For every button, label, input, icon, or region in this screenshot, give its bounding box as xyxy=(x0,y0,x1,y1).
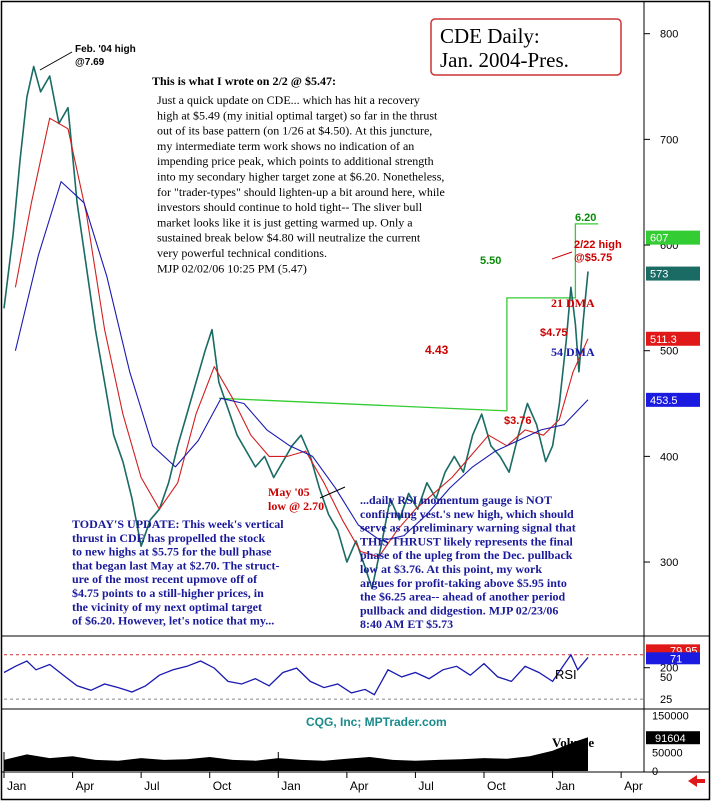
volume-area xyxy=(4,737,588,771)
price-badge xyxy=(646,266,700,281)
dma21-label: 21 DMA xyxy=(551,296,595,310)
rsi-tick-label: 50 xyxy=(660,672,672,684)
neckline-443-label: 4.43 xyxy=(425,343,449,357)
series-line-cde xyxy=(3,65,589,590)
feb22-high-label-2: @$5.75 xyxy=(574,252,612,264)
year-label: 2004 xyxy=(6,759,30,771)
dma54-label: 54 DMA xyxy=(551,345,595,359)
target-620-label: 6.20 xyxy=(575,212,596,224)
commentary-line: thrust in CDE has propelled the stock xyxy=(72,531,265,545)
price-badge-label: 511.3 xyxy=(650,334,677,346)
commentary-line: out of its base pattern (on 1/26 at $4.5… xyxy=(157,124,432,138)
price-badge-label: 607 xyxy=(650,233,668,245)
volume-tick-label: 50000 xyxy=(652,748,683,760)
price-tick-label: 800 xyxy=(660,29,678,41)
volume-badge xyxy=(646,731,700,745)
rsi-label: RSI xyxy=(555,667,577,682)
commentary-top-heading: This is what I wrote on 2/2 @ $5.47: xyxy=(152,74,336,88)
rsi-badge xyxy=(646,652,700,665)
commentary-line: TODAY'S UPDATE: This week's vertical xyxy=(72,517,284,531)
may-low-pointer xyxy=(319,486,346,499)
commentary-line: 8:40 AM ET $5.73 xyxy=(360,617,453,631)
low-376-label: $3.76 xyxy=(504,415,532,427)
feb-high-label-2: @7.69 xyxy=(75,57,105,68)
year-label: 2006 xyxy=(555,759,579,771)
may-low-label-1: May '05 xyxy=(268,485,310,499)
commentary-line: investors should continue to hold tight-… xyxy=(157,200,423,214)
month-label: Apr xyxy=(76,779,95,793)
month-label: Jan xyxy=(281,779,300,793)
rsi-tick-label: 25 xyxy=(660,694,672,706)
volume-tick-label: 0 xyxy=(652,766,658,778)
commentary-line: very powerful technical conditions. xyxy=(157,246,327,260)
may-low-label-2: low @ 2.70 xyxy=(268,499,324,513)
year-label: 2005 xyxy=(280,759,304,771)
feb-high-label-1: Feb. '04 high xyxy=(75,44,136,55)
volume-tick-label: 150000 xyxy=(652,711,689,723)
arrow-left-icon xyxy=(688,775,705,787)
commentary-line: market looks like it is just getting war… xyxy=(157,215,413,229)
commentary-line: THIS THRUST likely represents the final xyxy=(360,534,573,548)
price-badge xyxy=(646,331,700,346)
commentary-line: the vicinity of my next optimal target xyxy=(72,600,262,614)
commentary-line: $4.75 points to a still-higher prices, i… xyxy=(72,586,264,600)
feb-high-pointer xyxy=(39,51,73,71)
price-badge-label: 573 xyxy=(650,269,668,281)
series-line-21-dma xyxy=(14,117,589,558)
month-label: Oct xyxy=(213,779,232,793)
series-line-54-dma xyxy=(14,181,589,542)
commentary-line: MJP 02/02/06 10:25 PM (5.47) xyxy=(157,261,307,275)
commentary-line: my intermediate term work shows no indic… xyxy=(157,139,414,153)
price-tick-label: 400 xyxy=(660,451,678,463)
commentary-line: Just a quick update on CDE... which has … xyxy=(157,93,420,107)
commentary-line: to new highs at $5.75 for the bull phase xyxy=(72,545,272,559)
neckline-line xyxy=(218,397,507,412)
price-tick-label: 700 xyxy=(660,134,678,146)
volume-badge-label: 91604 xyxy=(655,733,686,745)
target-path-line xyxy=(506,223,599,411)
commentary-line: the $6.25 area-- ahead of another period xyxy=(360,590,566,604)
price-tick-label: 500 xyxy=(660,346,678,358)
price-tick-label: 300 xyxy=(660,557,678,569)
commentary-line: ...daily RSI momentum gauge is NOT xyxy=(360,493,552,507)
commentary-line: confirming yest.'s new high, which shoul… xyxy=(360,507,574,521)
volume-label: Volume xyxy=(552,735,594,750)
price-badge xyxy=(646,230,700,245)
month-label: Jan xyxy=(7,779,26,793)
commentary-line: high at $5.49 (my initial optimal target… xyxy=(157,108,438,122)
commentary-line: serve as a preliminary warning signal th… xyxy=(360,521,576,535)
commentary-line: that began last May at $2.70. The struct… xyxy=(72,558,279,572)
low-475-label: $4.75 xyxy=(540,327,568,339)
commentary-line: into my secondary higher target zone at … xyxy=(157,170,444,184)
commentary-line: phase of the upleg from the Dec. pullbac… xyxy=(360,548,573,562)
feb22-high-pointer xyxy=(551,251,573,260)
commentary-line: sustained break below $4.80 will neutral… xyxy=(157,231,421,245)
commentary-line: impending price peak, which points to ad… xyxy=(157,154,434,168)
month-label: Apr xyxy=(350,779,369,793)
chart-title: CDE Daily: xyxy=(440,24,540,48)
source-credit: CQG, Inc; MPTrader.com xyxy=(306,715,447,729)
month-label: Jan xyxy=(556,779,575,793)
price-badge-label: 453.5 xyxy=(650,395,678,407)
commentary-line: of $6.20. However, let's notice that my.… xyxy=(72,614,274,628)
commentary-line: pullback and didgestion. MJP 02/23/06 xyxy=(360,603,558,617)
month-label: Apr xyxy=(624,779,643,793)
month-label: Oct xyxy=(487,779,506,793)
rsi-line xyxy=(3,653,589,696)
commentary-line: argues for profit-taking above $5.95 int… xyxy=(360,576,567,590)
target-550-label: 5.50 xyxy=(480,255,501,267)
price-badge xyxy=(646,392,700,407)
price-tick-label: 200 xyxy=(660,663,678,675)
feb22-high-label-1: 2/22 high xyxy=(574,239,622,251)
commentary-line: low at $3.76. At this point, my work xyxy=(360,562,542,576)
month-label: Jul xyxy=(144,779,159,793)
month-label: Jul xyxy=(418,779,433,793)
commentary-line: for "trader-types" should lighten-up a b… xyxy=(157,185,445,199)
title-box xyxy=(430,18,622,76)
rsi-badge-label: 71 xyxy=(670,653,682,665)
commentary-line: ure of the most recent upmove off of xyxy=(72,572,258,586)
chart-subtitle: Jan. 2004-Pres. xyxy=(440,48,569,72)
